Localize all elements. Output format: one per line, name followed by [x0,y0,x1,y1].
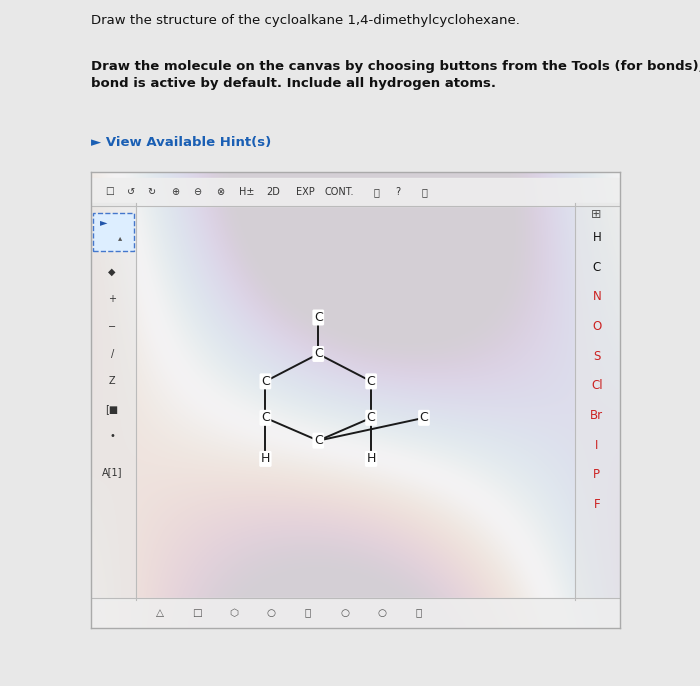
Text: ⬡: ⬡ [229,608,238,617]
Text: C: C [314,348,323,360]
Text: ⍾: ⍾ [416,608,422,617]
Text: I: I [595,439,598,451]
Text: ▴: ▴ [118,233,122,242]
Bar [91,178,620,206]
FancyBboxPatch shape [92,213,134,251]
Text: ⊕: ⊕ [172,187,180,197]
Text: EXP: EXP [295,187,314,197]
Text: H: H [592,231,601,244]
Text: S: S [593,350,601,363]
Text: C: C [593,261,601,274]
Text: C: C [419,412,428,425]
Text: /: / [111,349,114,359]
Text: O: O [592,320,601,333]
Text: ↻: ↻ [148,187,156,197]
Text: Cl: Cl [591,379,603,392]
Text: ⊖: ⊖ [193,187,201,197]
Text: A[1]: A[1] [102,468,122,477]
Text: ○: ○ [340,608,349,617]
Text: •: • [109,431,115,441]
Text: N: N [592,290,601,303]
Text: △: △ [155,608,164,617]
Text: ?: ? [395,187,400,197]
Text: ►: ► [101,217,108,226]
Text: F: F [594,498,600,511]
Text: −: − [108,322,116,331]
Text: C: C [314,311,323,324]
Text: CONT.: CONT. [325,187,354,197]
Text: ⤢: ⤢ [421,187,427,197]
Text: ○: ○ [377,608,386,617]
Text: [■: [■ [106,404,119,414]
Text: C: C [367,375,375,388]
Text: Br: Br [590,409,603,422]
Text: C: C [314,434,323,447]
Text: C: C [367,412,375,425]
Text: +: + [108,294,116,304]
Text: P: P [594,469,601,482]
Text: ◆: ◆ [108,267,116,277]
Text: H±: H± [239,187,255,197]
Text: ○: ○ [266,608,275,617]
Text: Draw the structure of the cycloalkane 1,4-dimethylcyclohexane.: Draw the structure of the cycloalkane 1,… [91,14,520,27]
Text: ⓘ: ⓘ [374,187,379,197]
Text: ↺: ↺ [127,187,134,197]
Text: 2D: 2D [267,187,280,197]
Text: □: □ [192,608,202,617]
Bar [575,204,620,600]
Text: Draw the molecule on the canvas by choosing buttons from the Tools (for bonds), : Draw the molecule on the canvas by choos… [91,60,700,90]
Text: ⊞: ⊞ [591,209,601,222]
Text: H: H [366,452,376,465]
Text: ☐: ☐ [105,187,114,197]
Text: H: H [260,452,270,465]
Bar [91,204,136,600]
Bar [91,598,620,628]
Text: ⬭: ⬭ [304,608,311,617]
Text: ⊗: ⊗ [216,187,225,197]
Text: ► View Available Hint(s): ► View Available Hint(s) [91,136,272,149]
Text: C: C [261,375,270,388]
Text: C: C [261,412,270,425]
Text: Z: Z [108,377,116,386]
